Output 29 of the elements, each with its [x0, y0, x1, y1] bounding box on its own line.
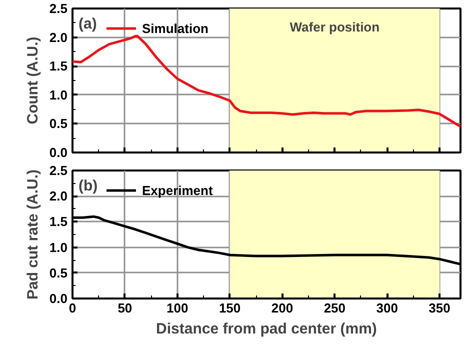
y-tick-label: 0.5: [49, 265, 68, 280]
y-tick-label: 2.0: [49, 30, 68, 45]
x-tick-label: 300: [376, 300, 398, 316]
x-tick-label: 100: [166, 300, 188, 316]
annotation: (a): [78, 16, 97, 32]
y-tick-label: 1.0: [49, 240, 68, 255]
line-series: [71, 34, 462, 128]
legend-label: Simulation: [142, 20, 208, 36]
y-axis-title: Pad cut rate (A.U.): [24, 169, 42, 300]
band-label: Wafer position: [290, 20, 380, 34]
y-axis-title: Count (A.U.): [24, 36, 42, 124]
y-tick-label: 0.5: [49, 116, 68, 132]
x-tick-label: 0: [68, 300, 76, 316]
y-tick-label: 2.5: [49, 163, 68, 178]
y-tick-label: 2.5: [49, 1, 68, 16]
y-tick-label: 0.0: [49, 291, 68, 306]
y-tick-label: 1.0: [49, 87, 68, 102]
x-axis-title: Distance from pad center (mm): [156, 320, 377, 338]
x-tick-label: 250: [324, 300, 346, 316]
y-tick-label: 1.5: [49, 214, 68, 230]
x-tick-label: 150: [218, 300, 241, 316]
x-tick-label: 200: [271, 300, 294, 316]
y-tick-label: 2.0: [49, 188, 68, 204]
legend-label: Experiment: [142, 182, 213, 198]
y-tick-label: 0.0: [49, 145, 68, 160]
x-tick-label: 50: [118, 300, 132, 316]
x-tick-label: 350: [428, 300, 450, 316]
annotation: (b): [78, 178, 98, 194]
y-tick-label: 1.5: [49, 58, 68, 74]
